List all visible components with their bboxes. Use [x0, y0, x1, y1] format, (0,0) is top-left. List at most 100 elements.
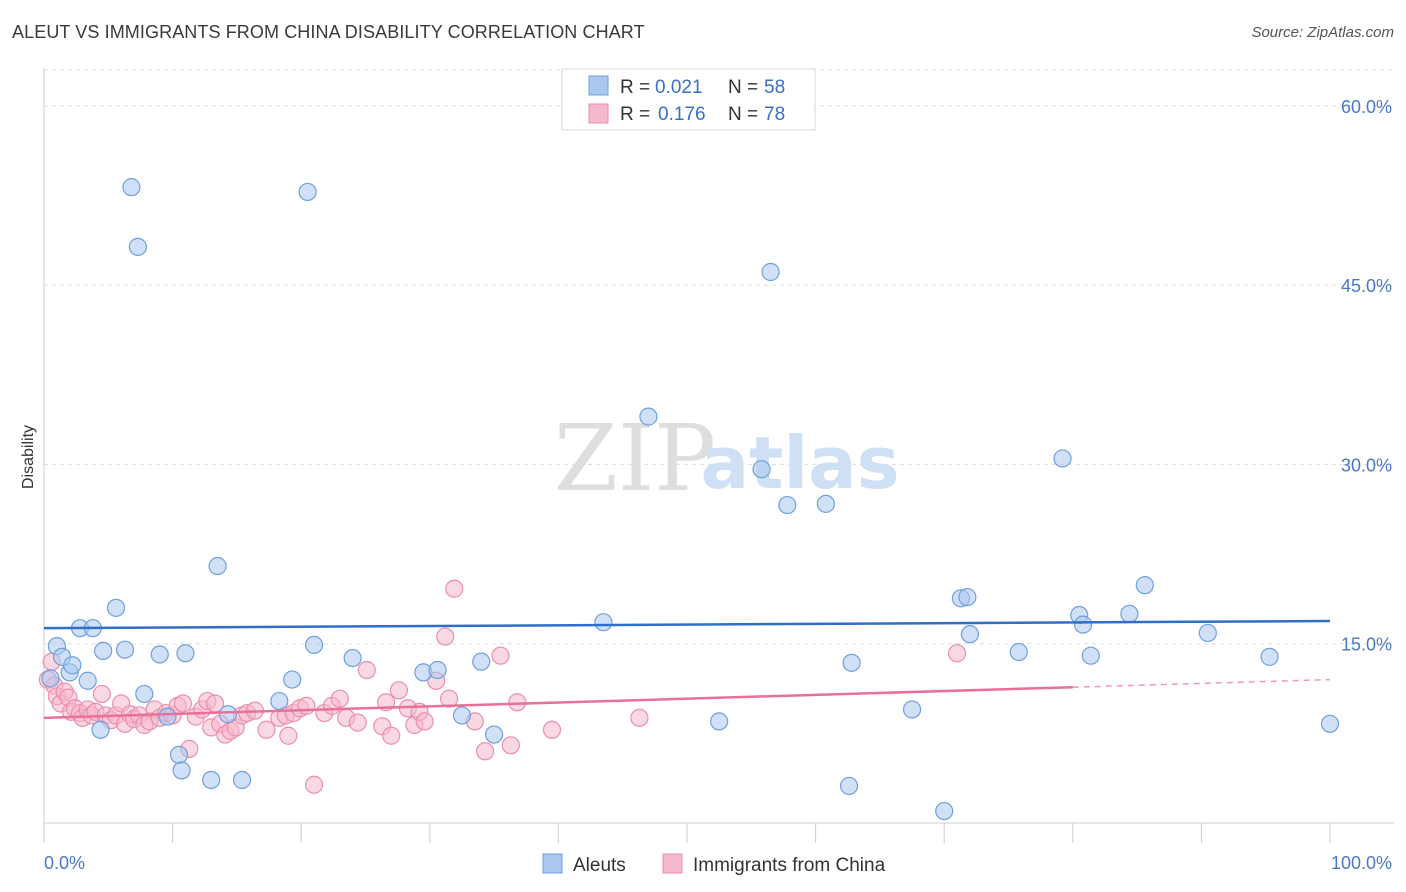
- china-point: [630, 708, 649, 727]
- aleut-point: [452, 706, 472, 725]
- aleut-point: [710, 712, 729, 731]
- aleut-point: [1135, 576, 1154, 595]
- aleut-trend-line: [43, 619, 1331, 630]
- china-point: [382, 726, 401, 745]
- legend-n-value-china: 78: [764, 104, 785, 125]
- bottom-legend-swatch-china: [662, 853, 683, 874]
- aleut-point: [78, 671, 97, 690]
- china-point: [475, 742, 495, 761]
- aleut-point: [91, 720, 110, 739]
- aleut-point: [41, 669, 60, 688]
- y-tick-label: 15.0%: [1341, 635, 1392, 655]
- chart-title: ALEUT VS IMMIGRANTS FROM CHINA DISABILIT…: [12, 22, 645, 42]
- china-point: [357, 660, 376, 680]
- china-point: [279, 726, 298, 745]
- china-point: [348, 713, 367, 732]
- correlation-legend: R = 0.021 N = 58 R = 0.176 N = 78: [561, 68, 816, 131]
- legend-n-label-aleuts: N =: [728, 77, 758, 98]
- china-point: [415, 712, 434, 731]
- axes: [43, 68, 1394, 843]
- data-points: [38, 178, 1340, 821]
- aleut-point: [63, 656, 82, 675]
- aleut-point: [343, 648, 362, 668]
- aleut-point: [283, 670, 302, 689]
- china-point: [304, 775, 324, 794]
- china-point: [491, 646, 510, 665]
- legend-r-label-china: R =: [620, 104, 650, 125]
- aleut-point: [594, 613, 613, 632]
- aleut-point: [158, 707, 177, 726]
- aleut-point: [816, 494, 835, 513]
- aleut-point: [472, 652, 491, 671]
- aleut-point: [1073, 615, 1093, 634]
- china-point: [389, 681, 409, 700]
- aleut-point: [172, 761, 191, 780]
- aleut-point: [94, 641, 113, 660]
- aleut-point: [1009, 642, 1028, 662]
- china-point: [542, 720, 562, 739]
- aleut-point: [752, 460, 771, 479]
- aleut-point: [778, 495, 797, 515]
- china-point: [92, 684, 111, 704]
- aleut-point: [135, 684, 154, 704]
- watermark-zip: ZIP: [554, 405, 716, 512]
- aleut-point: [1053, 449, 1072, 468]
- aleut-point: [639, 407, 658, 426]
- legend-n-value-aleuts: 58: [764, 77, 785, 98]
- series-legend: Aleuts Immigrants from China: [542, 853, 886, 876]
- china-point: [297, 696, 316, 715]
- bottom-legend-swatch-aleuts: [542, 853, 563, 874]
- aleut-point: [902, 700, 922, 719]
- aleut-point: [176, 644, 195, 663]
- aleut-point: [1198, 623, 1217, 643]
- aleut-point: [232, 770, 252, 790]
- aleut-point: [115, 640, 135, 659]
- y-tick-label: 30.0%: [1341, 455, 1392, 475]
- aleut-point: [122, 178, 141, 197]
- china-point: [947, 644, 967, 663]
- aleut-point: [1260, 647, 1279, 666]
- china-point: [508, 693, 527, 712]
- aleut-point: [1081, 646, 1100, 665]
- aleut-point: [106, 598, 126, 617]
- aleut-point: [1120, 604, 1139, 623]
- aleut-point: [958, 587, 977, 607]
- aleut-point: [485, 725, 504, 744]
- aleut-point: [270, 691, 289, 711]
- aleut-point: [169, 745, 189, 764]
- aleut-point: [304, 635, 324, 655]
- china-point: [436, 627, 455, 646]
- y-tick-label: 45.0%: [1341, 276, 1392, 296]
- china-point: [501, 736, 520, 755]
- legend-swatch-china: [588, 103, 609, 124]
- aleut-point: [1320, 714, 1340, 733]
- china-point: [330, 689, 349, 708]
- aleut-point: [298, 182, 317, 202]
- china-point: [257, 720, 276, 739]
- bottom-legend-aleuts: Aleuts: [573, 855, 626, 876]
- legend-swatch-aleuts: [588, 75, 609, 96]
- aleut-point: [761, 262, 780, 282]
- grid-lines: [44, 69, 1394, 645]
- aleut-point: [839, 776, 859, 796]
- aleut-point: [842, 653, 861, 672]
- watermark-atlas: atlas: [700, 421, 899, 505]
- watermark: ZIP atlas: [554, 405, 900, 512]
- aleut-point: [935, 801, 954, 821]
- china-point: [439, 689, 459, 708]
- chart-source: Source: ZipAtlas.com: [1251, 24, 1394, 41]
- china-trend-line-projection: [1072, 678, 1331, 688]
- aleut-point: [202, 770, 221, 790]
- china-trend-line: [43, 685, 1073, 720]
- trend-lines: [43, 619, 1331, 720]
- china-point: [445, 579, 464, 598]
- aleut-point: [960, 625, 980, 644]
- x-tick-label: 0.0%: [44, 853, 85, 873]
- legend-r-value-china: 0.176: [658, 104, 706, 125]
- aleut-point: [218, 705, 237, 724]
- china-point: [173, 694, 192, 713]
- legend-r-value-aleuts: 0.021: [655, 77, 703, 98]
- legend-r-label-aleuts: R =: [620, 77, 650, 98]
- aleut-point: [208, 556, 227, 576]
